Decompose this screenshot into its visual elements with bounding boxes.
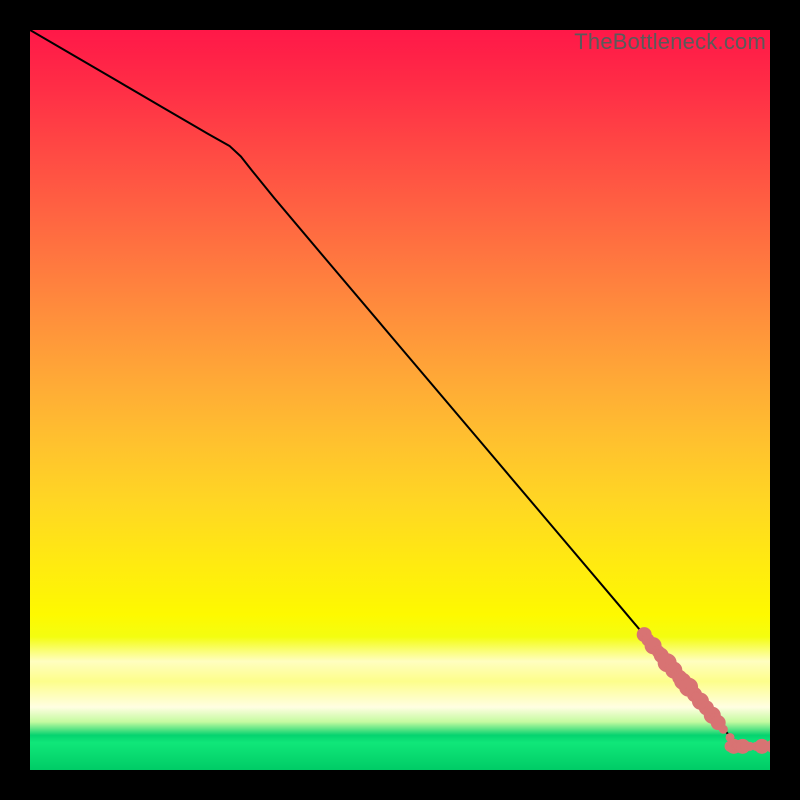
chart-frame: TheBottleneck.com xyxy=(0,0,800,800)
bottleneck-curve xyxy=(30,30,770,746)
data-point xyxy=(719,725,727,733)
chart-overlay-svg xyxy=(30,30,770,770)
frame-border-left xyxy=(0,0,30,800)
frame-border-right xyxy=(770,0,800,800)
frame-border-top xyxy=(0,0,800,30)
frame-border-bottom xyxy=(0,770,800,800)
plot-area: TheBottleneck.com xyxy=(30,30,770,770)
